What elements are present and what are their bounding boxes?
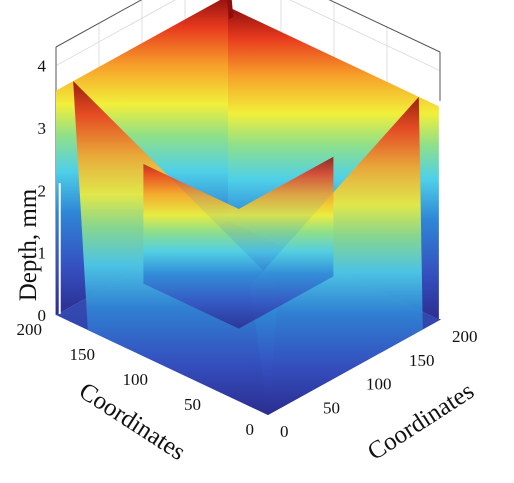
y-tick-label: 50 xyxy=(323,398,340,417)
axis-edge xyxy=(328,0,441,53)
z-tick-label: 0 xyxy=(38,306,47,325)
depth-surface xyxy=(54,0,442,416)
y-tick-label: 100 xyxy=(366,375,392,394)
grid-line xyxy=(55,0,441,72)
surface-corner-peak xyxy=(227,0,234,20)
x-tick-label: 100 xyxy=(123,370,149,389)
x-tick-label: 0 xyxy=(246,420,255,439)
y-tick-label: 200 xyxy=(452,327,478,346)
z-axis-label: Depth, mm xyxy=(15,188,42,301)
z-tick-label: 3 xyxy=(38,119,47,138)
x-axis-label: Coordinates xyxy=(74,377,190,465)
z-tick-label: 1 xyxy=(38,244,47,263)
x-tick-label: 150 xyxy=(70,345,96,364)
axis-edge xyxy=(55,0,143,48)
surface-slope-right xyxy=(250,96,423,416)
z-tick-label: 2 xyxy=(38,181,47,200)
x-tick-label: 200 xyxy=(17,320,43,339)
z-tick-label: 4 xyxy=(38,57,47,76)
y-tick-label: 0 xyxy=(280,422,289,441)
x-tick-label: 50 xyxy=(184,395,201,414)
surface-inner-ridge xyxy=(143,156,334,329)
y-tick-label: 150 xyxy=(409,351,435,370)
